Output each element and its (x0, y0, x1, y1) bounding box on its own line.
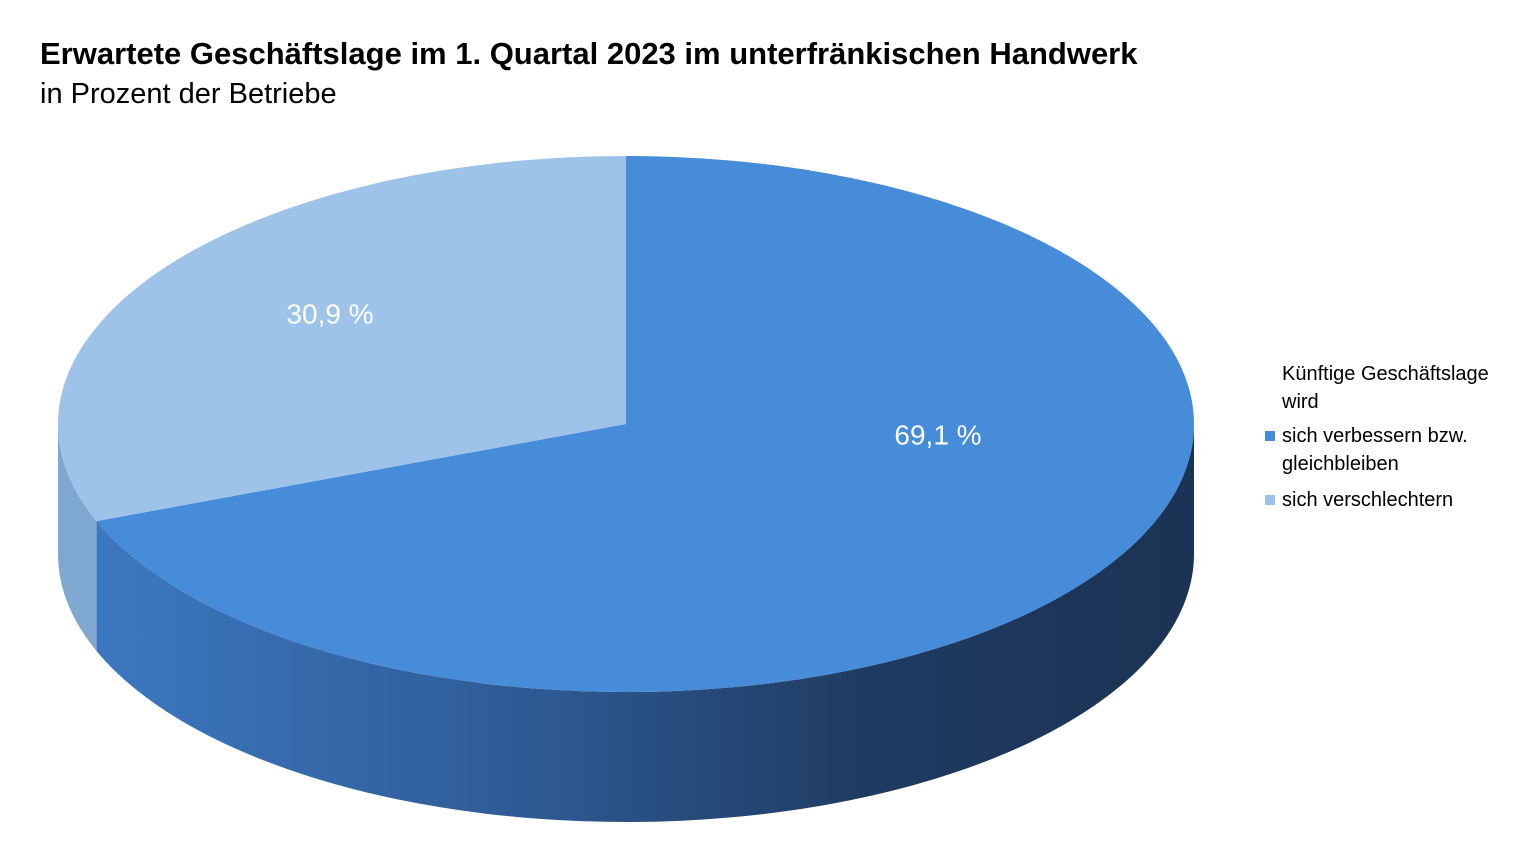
pie-side-1 (58, 424, 97, 652)
data-label-0: 69,1 % (894, 419, 981, 450)
legend-label-improve: sich verbessern bzw. gleichbleiben (1282, 425, 1468, 475)
pie-side-layer (58, 424, 1194, 822)
pie-side-0 (96, 424, 1194, 822)
chart-subtitle: in Prozent der Betriebe (40, 78, 337, 110)
data-label-1: 30,9 % (286, 298, 373, 329)
legend-item-worsen: sich verschlechtern (1265, 486, 1510, 514)
legend-title: Künftige Geschäftslage wird (1282, 363, 1489, 413)
chart-title: Erwartete Geschäftslage im 1. Quartal 20… (40, 36, 1138, 71)
legend-swatch-improve (1265, 431, 1275, 441)
legend-item-improve: sich verbessern bzw. gleichbleiben (1265, 422, 1510, 478)
legend-swatch-worsen (1265, 495, 1275, 505)
pie-slice-0 (96, 156, 1194, 692)
pie-top-layer (58, 156, 1194, 692)
pie-slice-1 (58, 156, 626, 522)
legend: Künftige Geschäftslage wird sich verbess… (1265, 360, 1510, 522)
legend-label-worsen: sich verschlechtern (1282, 489, 1454, 511)
pie-data-labels: 69,1 % 30,9 % (286, 298, 981, 450)
